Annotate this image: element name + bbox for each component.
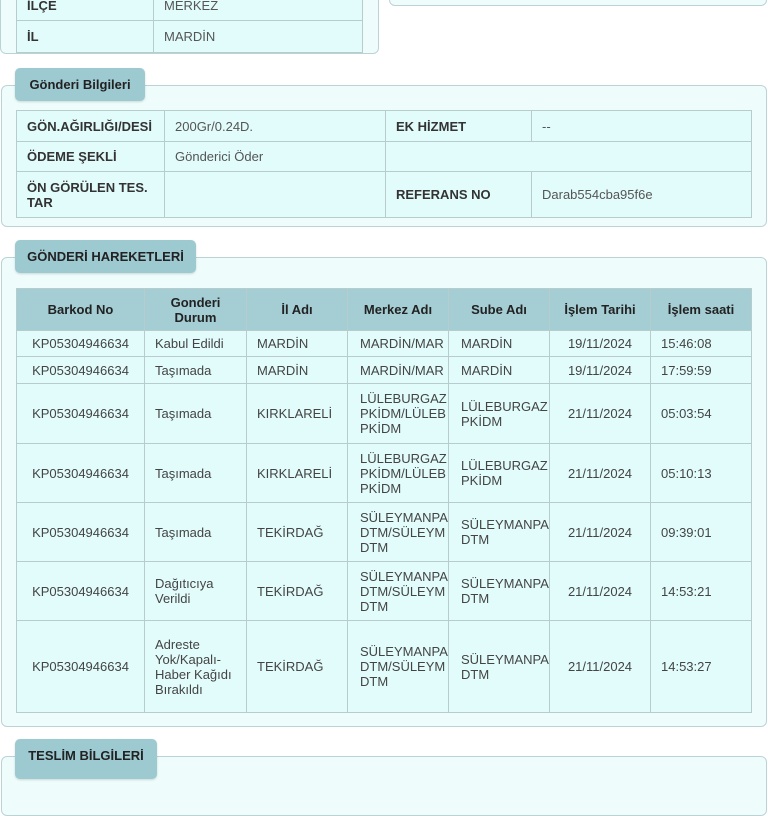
cell-province: MARDİN: [246, 330, 348, 357]
province-value: MARDİN: [153, 20, 363, 53]
cell-province: TEKİRDAĞ: [246, 620, 348, 713]
district-label: İLÇE: [16, 0, 154, 21]
cell-date: 21/11/2024: [549, 383, 651, 444]
cell-branch: SÜLEYMANPA DTM: [448, 620, 550, 713]
table-row: KP05304946634 Adreste Yok/Kapalı-Haber Ka…: [16, 620, 752, 713]
cell-branch: SÜLEYMANPA DTM: [448, 561, 550, 621]
cell-center: LÜLEBURGAZ PKİDM/LÜLEB PKİDM: [347, 383, 449, 444]
movements-panel: Barkod No Gonderi Durum İl Adı Merkez Ad…: [1, 257, 767, 727]
table-row: KP05304946634 Taşımada MARDİN MARDİN/MAR MAR…: [16, 356, 752, 384]
shipment-info-table: GÖN.AĞIRLIĞI/DESİ 200Gr/0.24D. EK HİZMET…: [16, 110, 752, 218]
table-row: KP05304946634 Taşımada TEKİRDAĞ SÜLEYMANPA …: [16, 502, 752, 562]
table-header: Barkod No Gonderi Durum İl Adı Merkez Ad…: [16, 288, 752, 331]
address-row-province: İL MARDİN: [16, 20, 363, 53]
table-row: KP05304946634 Dağıtıcıya Verildi TEKİRDAĞ S…: [16, 561, 752, 621]
cell-province: MARDİN: [246, 356, 348, 384]
col-status: Gonderi Durum: [144, 288, 247, 331]
cell-date: 21/11/2024: [549, 620, 651, 713]
cell-time: 05:03:54: [650, 383, 752, 444]
cell-date: 21/11/2024: [549, 561, 651, 621]
cell-province: KIRKLARELİ: [246, 383, 348, 444]
cell-status: Dağıtıcıya Verildi: [144, 561, 247, 621]
cell-date: 21/11/2024: [549, 502, 651, 562]
cell-time: 05:10:13: [650, 443, 752, 503]
table-row: KP05304946634 Taşımada KIRKLARELİ LÜLEBURGA…: [16, 383, 752, 444]
table-row: KP05304946634 Taşımada KIRKLARELİ LÜLEBURGA…: [16, 443, 752, 503]
cell-center: LÜLEBURGAZ PKİDM/LÜLEB PKİDM: [347, 443, 449, 503]
cell-barcode: KP05304946634: [16, 502, 145, 562]
col-barcode: Barkod No: [16, 288, 145, 331]
cell-date: 19/11/2024: [549, 330, 651, 357]
cell-status: Taşımada: [144, 502, 247, 562]
reference-value: Darab554cba95f6e: [531, 171, 752, 218]
cell-center: SÜLEYMANPA DTM/SÜLEYM DTM: [347, 561, 449, 621]
shipment-info-panel: GÖN.AĞIRLIĞI/DESİ 200Gr/0.24D. EK HİZMET…: [1, 85, 767, 227]
col-branch: Sube Adı: [448, 288, 550, 331]
top-right-panel: [389, 0, 767, 6]
cell-time: 14:53:21: [650, 561, 752, 621]
movements-tab: GÖNDERİ HAREKETLERİ: [15, 240, 196, 273]
col-province: İl Adı: [246, 288, 348, 331]
address-row-district: İLÇE MERKEZ: [16, 0, 363, 21]
province-label: İL: [16, 20, 154, 53]
shipment-info-tab: Gönderi Bilgileri: [15, 68, 145, 101]
extra-service-value: --: [531, 110, 752, 142]
movements-table: Barkod No Gonderi Durum İl Adı Merkez Ad…: [16, 288, 752, 713]
weight-value: 200Gr/0.24D.: [164, 110, 386, 142]
empty-cell: [385, 141, 752, 172]
cell-status: Taşımada: [144, 383, 247, 444]
address-table: İLÇE MERKEZ İL MARDİN: [16, 0, 363, 53]
cell-province: KIRKLARELİ: [246, 443, 348, 503]
cell-barcode: KP05304946634: [16, 443, 145, 503]
cell-time: 14:53:27: [650, 620, 752, 713]
cell-date: 19/11/2024: [549, 356, 651, 384]
cell-time: 09:39:01: [650, 502, 752, 562]
cell-branch: MARDİN: [448, 330, 550, 357]
cell-province: TEKİRDAĞ: [246, 561, 348, 621]
cell-status: Taşımada: [144, 356, 247, 384]
cell-branch: MARDİN: [448, 356, 550, 384]
delivery-info-tab: TESLİM BİLGİLERİ: [15, 739, 157, 779]
district-value: MERKEZ: [153, 0, 363, 21]
cell-center: MARDİN/MAR: [347, 356, 449, 384]
address-panel: İLÇE MERKEZ İL MARDİN: [0, 0, 379, 54]
extra-service-label: EK HİZMET: [385, 110, 532, 142]
col-time: İşlem saati: [650, 288, 752, 331]
cell-center: MARDİN/MAR: [347, 330, 449, 357]
cell-province: TEKİRDAĞ: [246, 502, 348, 562]
cell-status: Adreste Yok/Kapalı-Haber Kağıdı Bırakıld…: [144, 620, 247, 713]
cell-center: SÜLEYMANPA DTM/SÜLEYM DTM: [347, 502, 449, 562]
col-center: Merkez Adı: [347, 288, 449, 331]
cell-center: SÜLEYMANPA DTM/SÜLEYM DTM: [347, 620, 449, 713]
estimated-date-value: [164, 171, 386, 218]
cell-time: 17:59:59: [650, 356, 752, 384]
estimated-date-label: ÖN GÖRÜLEN TES. TAR: [16, 171, 165, 218]
cell-barcode: KP05304946634: [16, 356, 145, 384]
cell-status: Kabul Edildi: [144, 330, 247, 357]
table-row: KP05304946634 Kabul Edildi MARDİN MARDİN/MA…: [16, 330, 752, 357]
cell-branch: LÜLEBURGAZ PKİDM: [448, 383, 550, 444]
cell-branch: SÜLEYMANPA DTM: [448, 502, 550, 562]
cell-barcode: KP05304946634: [16, 620, 145, 713]
cell-barcode: KP05304946634: [16, 330, 145, 357]
cell-barcode: KP05304946634: [16, 561, 145, 621]
cell-date: 21/11/2024: [549, 443, 651, 503]
reference-label: REFERANS NO: [385, 171, 532, 218]
cell-status: Taşımada: [144, 443, 247, 503]
weight-label: GÖN.AĞIRLIĞI/DESİ: [16, 110, 165, 142]
cell-branch: LÜLEBURGAZ PKİDM: [448, 443, 550, 503]
payment-label: ÖDEME ŞEKLİ: [16, 141, 165, 172]
cell-time: 15:46:08: [650, 330, 752, 357]
payment-value: Gönderici Öder: [164, 141, 386, 172]
cell-barcode: KP05304946634: [16, 383, 145, 444]
col-date: İşlem Tarihi: [549, 288, 651, 331]
